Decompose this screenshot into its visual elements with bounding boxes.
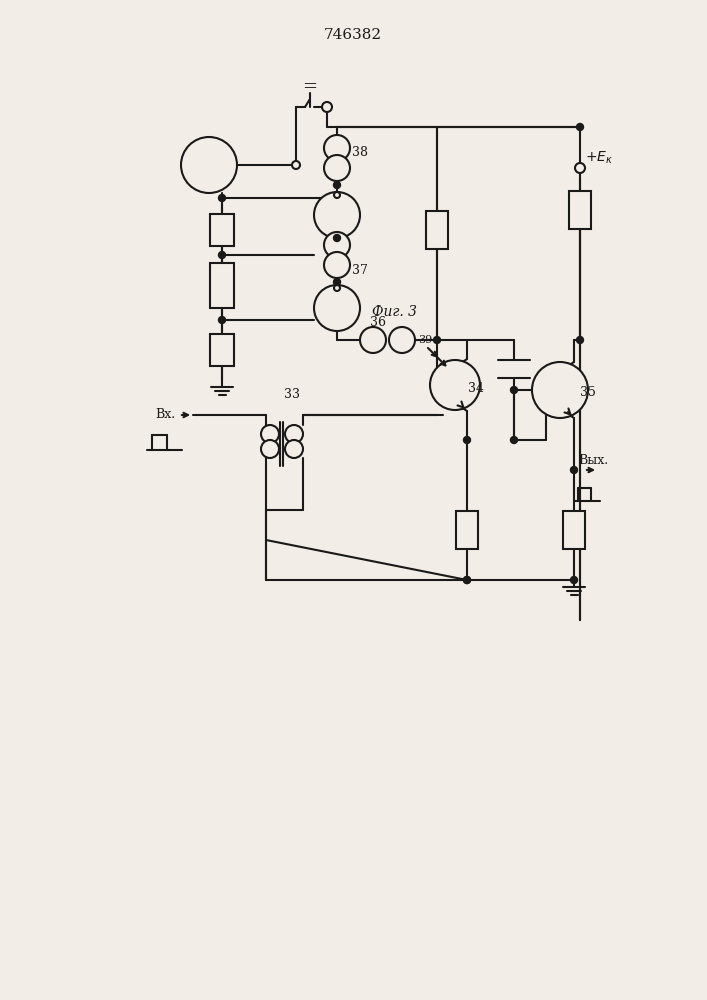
Circle shape [181, 137, 237, 193]
Circle shape [285, 440, 303, 458]
Circle shape [324, 232, 350, 258]
Bar [210, 262, 234, 308]
Circle shape [576, 123, 583, 130]
Circle shape [575, 163, 585, 173]
Circle shape [334, 285, 340, 291]
Circle shape [464, 576, 470, 584]
Circle shape [576, 336, 583, 344]
Bar [569, 191, 591, 229]
Circle shape [324, 135, 350, 161]
Circle shape [571, 466, 578, 474]
Circle shape [324, 252, 350, 278]
Text: Вх.: Вх. [155, 408, 175, 422]
Bar [210, 334, 234, 366]
Circle shape [510, 436, 518, 444]
Circle shape [571, 576, 578, 584]
Bar [456, 511, 478, 549]
Text: 37: 37 [352, 263, 368, 276]
Circle shape [218, 251, 226, 258]
Circle shape [464, 576, 470, 584]
Bar [210, 214, 234, 246]
Circle shape [334, 192, 340, 198]
Text: 33: 33 [284, 388, 300, 401]
Circle shape [285, 425, 303, 443]
Circle shape [360, 327, 386, 353]
Circle shape [334, 278, 341, 286]
Text: $+E_\kappa$: $+E_\kappa$ [585, 150, 613, 166]
Circle shape [389, 327, 415, 353]
Text: Фиг. 3: Фиг. 3 [373, 305, 418, 319]
Text: 38: 38 [352, 146, 368, 159]
Circle shape [314, 285, 360, 331]
Text: 34: 34 [468, 381, 484, 394]
Circle shape [433, 336, 440, 344]
Circle shape [324, 155, 350, 181]
Circle shape [261, 425, 279, 443]
Text: 35: 35 [580, 386, 596, 399]
Circle shape [218, 316, 226, 324]
Circle shape [430, 360, 480, 410]
Circle shape [218, 194, 226, 202]
Text: =: = [303, 78, 317, 96]
Circle shape [532, 362, 588, 418]
Circle shape [314, 192, 360, 238]
Circle shape [261, 440, 279, 458]
Bar [563, 511, 585, 549]
Text: 36: 36 [370, 316, 386, 328]
Circle shape [510, 386, 518, 393]
Bar [426, 211, 448, 249]
Circle shape [464, 436, 470, 444]
Circle shape [292, 161, 300, 169]
Circle shape [334, 182, 341, 188]
Text: Вых.: Вых. [578, 454, 608, 466]
Circle shape [334, 234, 341, 241]
Text: 39: 39 [418, 335, 432, 345]
Circle shape [322, 102, 332, 112]
Text: 746382: 746382 [324, 28, 382, 42]
